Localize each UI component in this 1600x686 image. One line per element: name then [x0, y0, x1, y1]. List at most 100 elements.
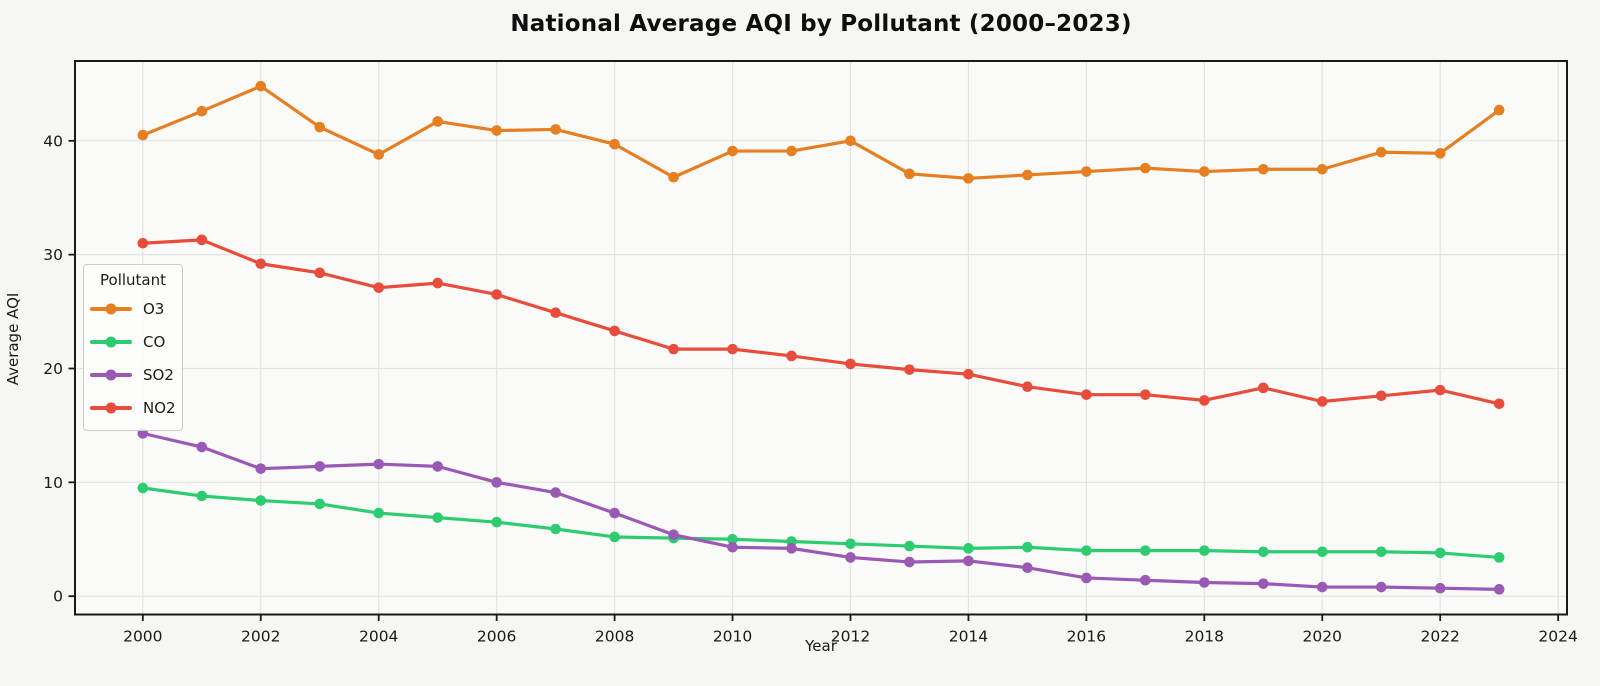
data-point-SO2-2020 [1316, 581, 1328, 593]
x-tick-label-2006: 2006 [477, 628, 516, 646]
data-point-NO2-2004 [373, 282, 385, 293]
y-tick-label-30: 30 [43, 246, 63, 264]
series-O3 [137, 80, 1505, 184]
data-point-NO2-2019 [1257, 382, 1269, 394]
legend-label-co: CO [143, 332, 166, 351]
data-point-SO2-2019 [1257, 578, 1269, 589]
data-point-O3-2022 [1434, 148, 1446, 159]
data-point-SO2-2008 [609, 507, 620, 519]
data-point-O3-2000 [137, 129, 149, 141]
data-point-CO-2018 [1199, 545, 1210, 556]
legend-item-so2: SO2 [90, 358, 176, 391]
data-point-O3-2019 [1257, 163, 1269, 175]
data-point-NO2-2008 [609, 325, 620, 337]
y-tick-label-0: 0 [53, 588, 63, 606]
series-CO [137, 482, 1505, 563]
x-tick-label-2004: 2004 [359, 628, 398, 646]
data-point-O3-2023 [1493, 104, 1505, 116]
x-tick-label-2012: 2012 [831, 628, 870, 646]
data-point-SO2-2009 [668, 529, 679, 540]
data-point-CO-2005 [432, 512, 443, 523]
data-point-CO-2017 [1140, 545, 1151, 556]
data-point-CO-2021 [1375, 546, 1387, 558]
data-point-NO2-2017 [1140, 389, 1151, 400]
x-axis-label: Year [805, 637, 837, 655]
data-point-CO-2001 [196, 490, 208, 502]
x-tick-label-2000: 2000 [123, 628, 162, 646]
data-point-CO-2020 [1316, 546, 1328, 558]
data-point-SO2-2011 [786, 543, 797, 554]
legend-line-marker-no2 [90, 402, 132, 413]
data-point-CO-2006 [491, 516, 502, 528]
data-point-NO2-2018 [1199, 395, 1210, 406]
data-point-O3-2005 [432, 116, 443, 127]
data-point-SO2-2004 [373, 458, 385, 470]
x-tick-label-2008: 2008 [595, 628, 634, 646]
data-point-NO2-2006 [491, 289, 502, 300]
data-point-NO2-2011 [786, 350, 797, 362]
x-tick-label-2002: 2002 [241, 628, 280, 646]
data-point-NO2-2013 [904, 364, 915, 375]
data-point-SO2-2021 [1375, 581, 1387, 593]
data-point-NO2-2002 [255, 258, 267, 270]
legend-label-so2: SO2 [143, 365, 174, 384]
data-point-O3-2017 [1140, 162, 1151, 174]
data-point-O3-2006 [491, 125, 502, 136]
series-SO2 [137, 428, 1505, 595]
x-tick-label-2022: 2022 [1420, 628, 1459, 646]
data-point-NO2-2021 [1375, 390, 1387, 402]
data-point-O3-2020 [1316, 163, 1328, 175]
data-point-SO2-2013 [904, 556, 915, 568]
data-point-O3-2004 [373, 149, 385, 160]
data-point-CO-2016 [1081, 545, 1092, 556]
data-point-NO2-2005 [432, 277, 443, 289]
data-point-O3-2018 [1199, 166, 1210, 177]
data-point-CO-2012 [845, 538, 856, 550]
data-point-NO2-2009 [668, 343, 679, 355]
legend: Pollutant O3 CO SO2 NO2 [83, 264, 183, 431]
data-point-SO2-2017 [1140, 574, 1151, 586]
data-point-CO-2004 [373, 507, 385, 519]
data-point-NO2-2014 [963, 368, 974, 380]
x-tick-label-2020: 2020 [1303, 628, 1342, 646]
data-point-O3-2013 [904, 168, 915, 180]
data-point-NO2-2012 [845, 358, 856, 370]
data-point-NO2-2023 [1493, 398, 1505, 410]
data-point-NO2-2020 [1316, 396, 1328, 407]
legend-item-no2: NO2 [90, 391, 176, 424]
data-point-SO2-2010 [727, 541, 738, 553]
data-point-CO-2019 [1257, 546, 1269, 558]
data-point-NO2-2015 [1022, 381, 1033, 393]
data-point-CO-2010 [727, 533, 738, 545]
data-point-CO-2022 [1434, 547, 1446, 559]
chart-title: National Average AQI by Pollutant (2000–… [510, 11, 1132, 37]
legend-line-marker-o3 [90, 303, 132, 314]
data-point-SO2-2002 [255, 463, 267, 474]
data-point-O3-2021 [1375, 146, 1387, 158]
data-point-SO2-2015 [1022, 562, 1033, 574]
data-point-O3-2009 [668, 171, 679, 183]
data-point-SO2-2016 [1081, 572, 1092, 584]
data-point-CO-2008 [609, 531, 620, 543]
data-point-CO-2014 [963, 543, 974, 554]
y-tick-label-20: 20 [43, 360, 63, 378]
data-point-CO-2003 [314, 498, 326, 510]
data-point-O3-2012 [845, 135, 856, 147]
legend-label-o3: O3 [143, 299, 165, 318]
legend-dot-so2 [105, 369, 117, 380]
series-line-SO2 [141, 431, 1501, 591]
x-tick-label-2016: 2016 [1067, 628, 1106, 646]
data-point-O3-2016 [1081, 166, 1092, 177]
data-point-O3-2010 [727, 145, 738, 157]
data-point-SO2-2007 [550, 487, 561, 498]
y-tick-label-40: 40 [43, 132, 63, 150]
data-point-O3-2015 [1022, 169, 1033, 181]
legend-label-no2: NO2 [143, 398, 176, 417]
data-point-O3-2007 [550, 124, 561, 135]
series-line-O3 [141, 84, 1501, 180]
legend-dot-o3 [105, 303, 117, 314]
data-point-NO2-2000 [137, 237, 149, 249]
series-line-NO2 [141, 238, 1501, 406]
x-tick-label-2014: 2014 [949, 628, 988, 646]
data-point-O3-2008 [609, 138, 620, 150]
